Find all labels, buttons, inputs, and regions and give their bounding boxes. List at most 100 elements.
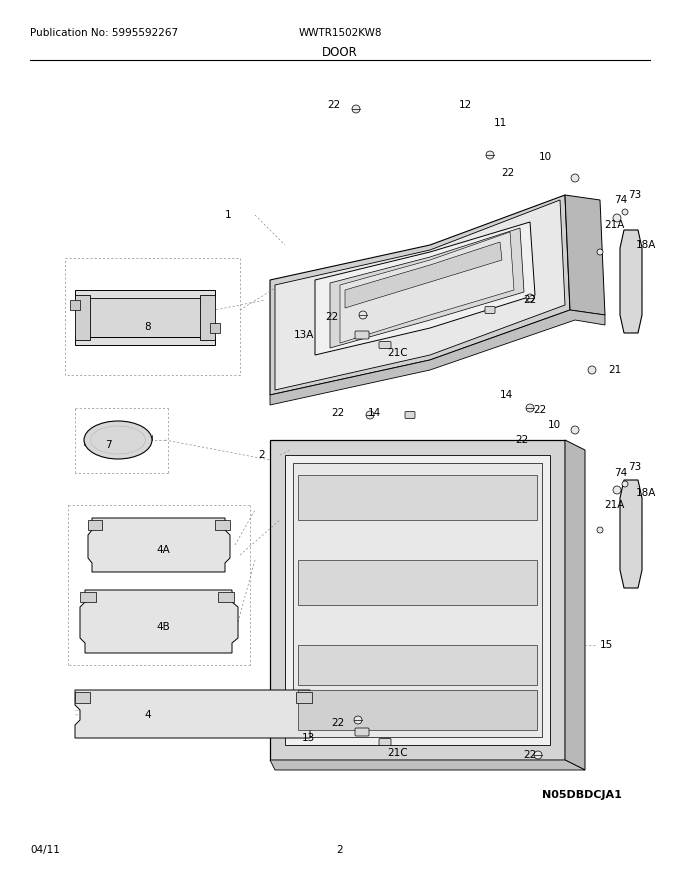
Circle shape: [597, 527, 603, 533]
Polygon shape: [293, 463, 542, 737]
Text: 22: 22: [327, 100, 341, 110]
Circle shape: [359, 311, 367, 319]
Text: 18A: 18A: [636, 240, 656, 250]
Polygon shape: [70, 300, 80, 310]
Text: 22: 22: [523, 295, 537, 305]
FancyBboxPatch shape: [405, 412, 415, 419]
Polygon shape: [275, 200, 565, 390]
Circle shape: [526, 404, 534, 412]
Polygon shape: [565, 440, 585, 770]
Polygon shape: [200, 295, 215, 340]
Text: 13A: 13A: [294, 330, 314, 340]
Text: 4: 4: [145, 710, 152, 720]
Circle shape: [613, 486, 621, 494]
Text: 14: 14: [368, 408, 381, 418]
Polygon shape: [315, 222, 535, 355]
Text: 21C: 21C: [387, 748, 407, 758]
Text: 7: 7: [105, 440, 112, 450]
Polygon shape: [565, 195, 605, 315]
Text: 22: 22: [515, 435, 528, 445]
Text: 21A: 21A: [604, 220, 624, 230]
Circle shape: [571, 174, 579, 182]
Polygon shape: [298, 475, 537, 520]
Polygon shape: [270, 440, 565, 760]
Polygon shape: [270, 310, 605, 405]
Text: 04/11: 04/11: [30, 845, 60, 855]
Text: 74: 74: [614, 195, 627, 205]
Polygon shape: [298, 645, 537, 685]
Text: N05DBDCJA1: N05DBDCJA1: [542, 790, 622, 800]
Circle shape: [613, 214, 621, 222]
Text: 14: 14: [500, 390, 513, 400]
Circle shape: [571, 426, 579, 434]
Polygon shape: [88, 518, 230, 572]
Circle shape: [588, 366, 596, 374]
FancyBboxPatch shape: [485, 306, 495, 313]
Polygon shape: [75, 295, 90, 340]
Polygon shape: [75, 692, 90, 703]
Text: 1: 1: [224, 210, 231, 220]
Polygon shape: [210, 323, 220, 333]
Polygon shape: [285, 455, 550, 745]
FancyBboxPatch shape: [355, 728, 369, 736]
Ellipse shape: [84, 421, 152, 459]
Text: 13: 13: [302, 733, 315, 743]
Circle shape: [597, 249, 603, 255]
Polygon shape: [75, 690, 315, 738]
Text: 22: 22: [331, 718, 345, 728]
Text: 18A: 18A: [636, 488, 656, 498]
Polygon shape: [620, 230, 642, 333]
Polygon shape: [340, 232, 514, 343]
FancyBboxPatch shape: [355, 331, 369, 339]
Text: 22: 22: [325, 312, 339, 322]
Circle shape: [622, 481, 628, 487]
Text: 11: 11: [494, 118, 507, 128]
Polygon shape: [270, 760, 585, 770]
Text: 74: 74: [614, 468, 627, 478]
Text: 4A: 4A: [156, 545, 170, 555]
Text: 15: 15: [600, 640, 613, 650]
Text: 10: 10: [548, 420, 561, 430]
Polygon shape: [298, 690, 537, 730]
Circle shape: [526, 294, 534, 302]
Circle shape: [352, 105, 360, 113]
Text: 8: 8: [145, 322, 152, 332]
Text: WWTR1502KW8: WWTR1502KW8: [299, 28, 381, 38]
Polygon shape: [218, 592, 234, 602]
Text: 22: 22: [331, 408, 345, 418]
Text: 73: 73: [628, 190, 641, 200]
Polygon shape: [80, 298, 210, 337]
Text: 10: 10: [539, 152, 551, 162]
Text: 22: 22: [524, 750, 537, 760]
Polygon shape: [215, 520, 230, 530]
Text: 21A: 21A: [604, 500, 624, 510]
Text: 73: 73: [628, 462, 641, 472]
Polygon shape: [298, 560, 537, 605]
Polygon shape: [330, 228, 524, 348]
Circle shape: [622, 209, 628, 215]
Text: 21: 21: [608, 365, 622, 375]
Polygon shape: [75, 337, 215, 345]
Circle shape: [486, 151, 494, 159]
Text: 22: 22: [533, 405, 547, 415]
Circle shape: [534, 751, 542, 759]
Polygon shape: [270, 195, 570, 395]
Circle shape: [354, 716, 362, 724]
Polygon shape: [620, 480, 642, 588]
FancyBboxPatch shape: [379, 738, 391, 745]
Text: 4B: 4B: [156, 622, 170, 632]
Polygon shape: [80, 592, 96, 602]
Text: DOOR: DOOR: [322, 46, 358, 59]
Text: 2: 2: [258, 450, 265, 460]
Polygon shape: [88, 520, 102, 530]
Text: 2: 2: [337, 845, 343, 855]
Circle shape: [366, 411, 374, 419]
FancyBboxPatch shape: [379, 341, 391, 348]
Polygon shape: [296, 692, 312, 703]
Text: 21C: 21C: [387, 348, 407, 358]
Polygon shape: [345, 242, 502, 308]
Text: 12: 12: [458, 100, 472, 110]
Text: 22: 22: [501, 168, 515, 178]
Polygon shape: [75, 290, 215, 298]
Polygon shape: [80, 590, 238, 653]
